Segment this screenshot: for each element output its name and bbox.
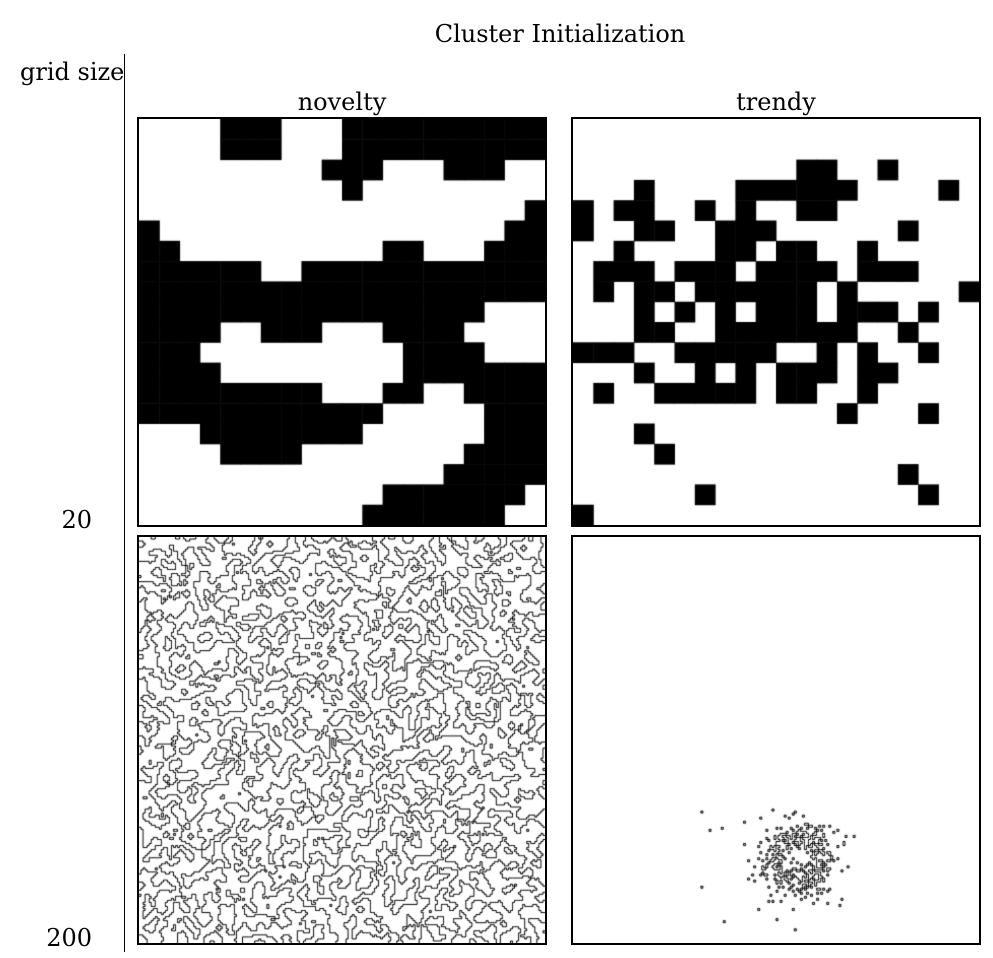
panel-novelty-grid-200 xyxy=(137,535,547,945)
panel-trendy-grid-200 xyxy=(571,535,981,945)
row-label-20: 20 xyxy=(61,506,92,534)
row-divider-line xyxy=(124,54,125,952)
row-axis-title: grid size xyxy=(20,58,125,86)
panel-novelty-grid-20 xyxy=(137,117,547,527)
grid-canvas xyxy=(139,119,545,525)
figure-title: Cluster Initialization xyxy=(434,20,686,48)
row-label-200: 200 xyxy=(46,924,92,952)
grid-canvas xyxy=(573,537,979,943)
grid-canvas xyxy=(573,119,979,525)
column-title-trendy: trendy xyxy=(736,88,816,116)
panel-trendy-grid-20 xyxy=(571,117,981,527)
column-title-novelty: novelty xyxy=(297,88,387,116)
grid-canvas xyxy=(139,537,545,943)
